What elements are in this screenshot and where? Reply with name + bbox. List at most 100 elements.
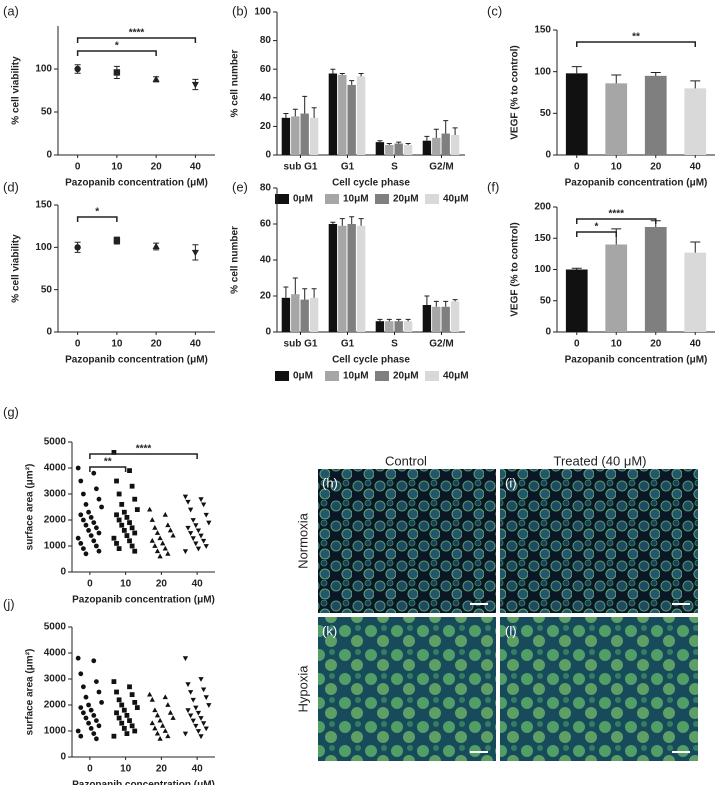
marker	[132, 700, 138, 705]
x-tick-label: G1	[341, 339, 355, 350]
scale-bar	[470, 603, 488, 605]
marker	[88, 726, 94, 731]
marker	[149, 720, 155, 726]
bar	[605, 83, 628, 155]
bar	[309, 297, 319, 332]
error-bar	[396, 141, 402, 144]
x-tick-label: 40	[192, 764, 204, 775]
x-tick-label: 20	[151, 162, 163, 173]
marker	[182, 656, 189, 662]
marker	[187, 690, 194, 695]
marker	[119, 720, 125, 726]
bar	[291, 116, 300, 155]
legend-label: 0μM	[293, 371, 313, 382]
y-tick-label: 2000	[44, 700, 67, 711]
error-bar	[386, 143, 392, 145]
marker	[134, 705, 140, 710]
bar	[403, 321, 413, 332]
marker	[167, 709, 174, 715]
error-bar	[611, 74, 622, 84]
marker	[157, 553, 163, 559]
significance-bracket	[76, 50, 157, 56]
x-tick-label: 0	[87, 764, 93, 775]
marker	[165, 550, 171, 556]
marker	[78, 478, 84, 484]
error-bar	[283, 286, 289, 298]
y-tick-label: 0	[265, 150, 271, 161]
bar	[347, 84, 356, 155]
marker	[198, 716, 204, 721]
marker	[132, 496, 138, 502]
marker	[195, 528, 202, 534]
error-bar	[443, 120, 449, 134]
bar	[338, 225, 347, 332]
legend-swatch	[275, 371, 289, 381]
x-axis-label: Pazopanib concentration (μM)	[72, 780, 215, 785]
error-bar	[433, 300, 439, 307]
y-tick-label: 5000	[44, 437, 67, 448]
significance-bracket	[76, 216, 118, 222]
scale-bar	[672, 603, 690, 605]
row-label: Hypoxia	[295, 665, 310, 713]
panel-label: (a)	[3, 3, 19, 18]
micrograph	[318, 617, 496, 761]
y-tick-label: 0	[46, 327, 52, 338]
bar	[432, 306, 441, 332]
marker	[93, 543, 99, 549]
marker	[203, 512, 209, 518]
marker	[147, 691, 153, 697]
bar	[347, 224, 356, 332]
bar	[684, 88, 707, 155]
bar	[605, 244, 628, 332]
legend-label: 0μM	[293, 194, 313, 205]
bar	[375, 321, 385, 332]
x-axis-label: Cell cycle phase	[332, 178, 410, 189]
y-tick-label: 150	[35, 200, 52, 211]
marker	[78, 541, 84, 546]
y-axis-label: % cell number	[230, 226, 241, 294]
y-axis-label: surface area (μm²)	[25, 649, 36, 736]
marker	[147, 506, 153, 512]
bar	[441, 306, 450, 332]
y-tick-label: 100	[534, 264, 551, 275]
marker	[80, 517, 86, 523]
y-tick-label: 200	[534, 202, 551, 213]
error-bar	[311, 107, 317, 118]
marker	[78, 733, 84, 739]
marker	[99, 700, 104, 705]
marker	[91, 520, 97, 525]
legend-label: 10μM	[343, 194, 369, 205]
marker	[93, 486, 99, 492]
legend-label: 10μM	[343, 371, 369, 382]
x-tick-label: 40	[190, 339, 202, 350]
marker	[162, 728, 168, 733]
y-tick-label: 5000	[44, 622, 67, 633]
marker	[111, 679, 117, 684]
marker	[129, 692, 135, 697]
marker	[80, 546, 86, 551]
error-bar	[358, 218, 364, 226]
x-tick-label: G2/M	[429, 339, 453, 350]
micrograph	[500, 617, 698, 761]
marker	[129, 723, 135, 729]
marker	[114, 512, 119, 518]
panel-label: (j)	[3, 596, 15, 611]
y-tick-label: 20	[260, 291, 272, 302]
y-axis-label: surface area (μm²)	[25, 464, 36, 551]
legend-swatch	[425, 194, 439, 204]
marker	[88, 533, 94, 538]
marker	[198, 533, 204, 539]
marker	[200, 721, 207, 727]
marker	[198, 734, 204, 740]
marker	[93, 525, 99, 531]
error-bar	[292, 108, 298, 117]
marker	[182, 549, 189, 555]
marker	[113, 237, 121, 244]
marker	[152, 242, 160, 250]
y-tick-label: 50	[41, 107, 53, 118]
bar	[422, 140, 432, 155]
marker	[75, 465, 81, 471]
marker	[191, 81, 199, 89]
marker	[121, 528, 127, 533]
marker	[127, 468, 132, 473]
